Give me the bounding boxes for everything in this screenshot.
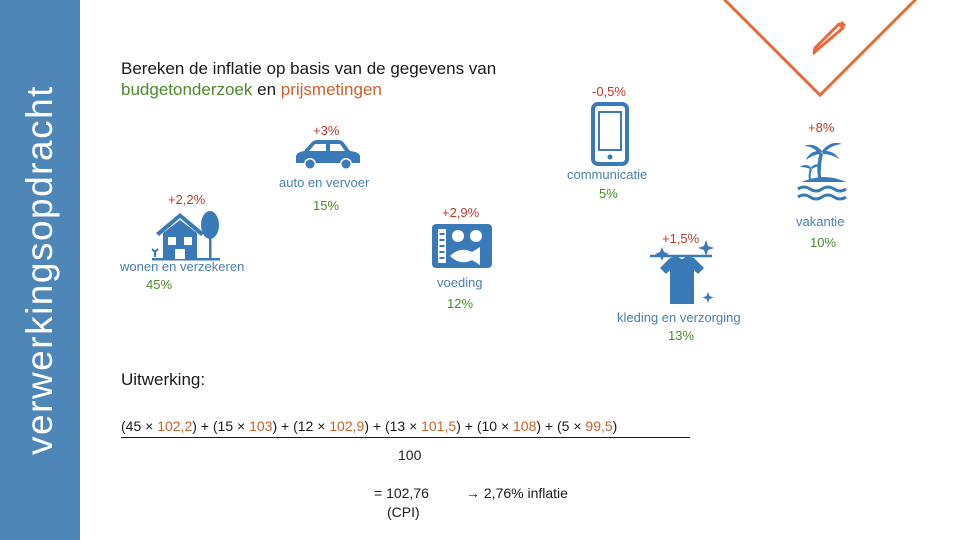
term-1-weight: (45 × — [121, 418, 158, 434]
term-4-index: 101,5 — [421, 418, 457, 434]
term-3-close: ) — [364, 418, 369, 434]
title-and: en — [252, 80, 281, 99]
sidebar: verwerkingsopdracht — [0, 0, 80, 540]
term-3-index: 102,9 — [329, 418, 365, 434]
page-title: Bereken de inflatie op basis van de gege… — [121, 58, 496, 100]
island-icon — [797, 142, 847, 201]
title-keyword-1: budgetonderzoek — [121, 80, 253, 99]
term-4-close: ) — [456, 418, 461, 434]
kleding-change: +1,5% — [662, 231, 700, 246]
car-icon — [296, 140, 360, 170]
pencil-icon[interactable] — [805, 12, 851, 56]
clothing-icon — [650, 240, 714, 304]
uitwerking-heading: Uitwerking: — [121, 370, 206, 389]
term-2-index: 103 — [249, 418, 273, 434]
calculation-denominator: 100 — [398, 447, 422, 463]
title-line-1: Bereken de inflatie op basis van de gege… — [121, 59, 497, 78]
voeding-weight: 12% — [447, 296, 474, 311]
term-6-close: ) — [612, 418, 618, 434]
calculation-result-label: (CPI) — [387, 504, 420, 520]
term-5-close: ) — [536, 418, 542, 434]
phone-icon — [591, 102, 629, 166]
communicatie-weight: 5% — [599, 186, 618, 201]
term-5-weight: + (10 × — [460, 418, 514, 434]
term-6-weight: + (5 × — [541, 418, 586, 434]
calculation-result: = 102,76 — [374, 485, 429, 501]
title-line-2: budgetonderzoek en prijsmetingen — [121, 79, 496, 100]
voeding-label: voeding — [437, 275, 483, 290]
communicatie-label: communicatie — [567, 167, 648, 182]
vakantie-weight: 10% — [810, 235, 837, 250]
wonen-change: +2,2% — [168, 192, 206, 207]
wonen-label: wonen en verzekeren — [120, 259, 245, 274]
auto-weight: 15% — [313, 198, 340, 213]
term-2-weight: + (15 × — [196, 418, 250, 434]
vakantie-label: vakantie — [796, 214, 845, 229]
auto-change: +3% — [313, 123, 340, 138]
term-2-close: ) — [272, 418, 278, 434]
term-6-index: 99,5 — [585, 418, 613, 434]
calculation-numerator: (45 × 102,2) + (15 × 103) + (12 × 102,9)… — [121, 418, 617, 434]
title-keyword-2: prijsmetingen — [280, 80, 382, 99]
voeding-change: +2,9% — [442, 205, 480, 220]
kleding-label: kleding en verzorging — [617, 310, 741, 325]
inflation-result: → 2,76% inflatie — [466, 485, 568, 501]
term-5-index: 108 — [513, 418, 537, 434]
house-icon — [151, 211, 220, 261]
fraction-line — [121, 437, 690, 438]
term-1-index: 102,2 — [157, 418, 193, 434]
auto-label: auto en vervoer — [279, 175, 370, 190]
communicatie-change: -0,5% — [592, 84, 626, 99]
term-1-close: ) — [192, 418, 197, 434]
term-3-weight: + (12 × — [277, 418, 330, 434]
wonen-weight: 45% — [146, 277, 173, 292]
vakantie-change: +8% — [808, 120, 835, 135]
sidebar-title: verwerkingsopdracht — [19, 85, 60, 455]
kleding-weight: 13% — [668, 328, 695, 343]
term-4-weight: + (13 × — [368, 418, 422, 434]
food-icon — [432, 224, 492, 268]
